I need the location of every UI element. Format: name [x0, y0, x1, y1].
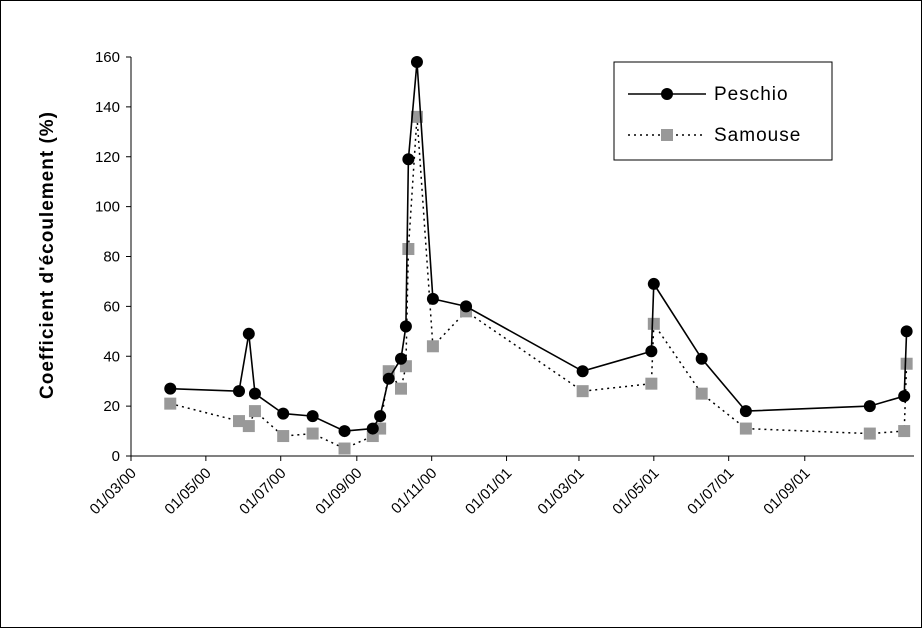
data-point-peschio	[248, 387, 261, 400]
data-point-samouse	[739, 422, 752, 435]
axes	[126, 56, 914, 461]
data-point-peschio	[645, 345, 658, 358]
data-point-peschio	[338, 425, 351, 438]
series	[164, 55, 913, 455]
y-tick-label: 0	[112, 448, 120, 465]
data-point-peschio	[647, 277, 660, 290]
data-point-samouse	[242, 420, 255, 433]
data-point-peschio	[898, 390, 911, 403]
y-tick-labels: 0 20 40 60 80 100 120 140 160	[95, 49, 120, 465]
data-point-peschio	[399, 320, 412, 333]
series-samouse	[164, 110, 913, 455]
x-tick-label: 01/11/00	[388, 465, 441, 518]
series-peschio	[164, 55, 913, 438]
data-point-samouse	[248, 405, 261, 418]
x-tick-label: 01/03/00	[87, 465, 140, 518]
data-point-samouse	[306, 427, 319, 440]
y-tick-label: 20	[103, 398, 120, 415]
y-tick-label: 40	[103, 348, 120, 365]
data-point-peschio	[395, 352, 407, 365]
x-tick-labels: 01/03/00 01/05/00 01/07/00 01/09/00 01/11/00…	[87, 465, 814, 518]
data-point-samouse	[898, 425, 911, 438]
x-tick-label: 01/03/01	[534, 465, 587, 518]
x-tick-label: 01/09/00	[312, 465, 365, 518]
x-tick-label: 01/05/01	[609, 465, 662, 518]
y-tick-label: 160	[95, 49, 120, 66]
data-point-samouse	[576, 385, 589, 398]
x-tick-label: 01/07/00	[236, 465, 289, 518]
y-tick-label: 60	[103, 298, 120, 315]
data-point-peschio	[306, 410, 319, 423]
data-point-peschio	[460, 300, 473, 313]
y-tick-label: 120	[95, 149, 120, 166]
data-point-samouse	[402, 243, 415, 256]
data-point-samouse	[233, 415, 245, 428]
x-tick-label: 01/07/01	[684, 465, 737, 518]
data-point-samouse	[645, 377, 658, 390]
legend-marker-samouse	[661, 129, 673, 141]
data-point-samouse	[338, 442, 351, 455]
data-point-peschio	[164, 382, 177, 395]
data-point-samouse	[695, 387, 708, 400]
legend-box	[613, 61, 833, 161]
data-point-peschio	[277, 407, 290, 420]
data-point-peschio	[900, 325, 913, 338]
y-tick-label: 100	[95, 199, 120, 216]
data-point-peschio	[410, 55, 423, 68]
data-point-peschio	[382, 372, 395, 385]
data-point-samouse	[863, 427, 876, 440]
data-point-peschio	[695, 352, 708, 365]
data-point-peschio	[374, 410, 387, 423]
data-point-peschio	[242, 327, 255, 340]
data-point-samouse	[900, 357, 913, 370]
data-point-samouse	[164, 397, 177, 410]
data-point-peschio	[366, 422, 379, 435]
data-point-peschio	[426, 292, 439, 305]
x-tick-label: 01/05/00	[161, 465, 214, 518]
y-axis-title: Coefficient d'écoulement (%)	[37, 111, 58, 399]
legend-label-peschio: Peschio	[714, 84, 789, 105]
data-point-samouse	[277, 430, 290, 443]
data-point-peschio	[863, 400, 876, 413]
data-point-samouse	[426, 340, 439, 353]
series-line-samouse	[170, 116, 908, 450]
data-point-peschio	[402, 153, 415, 166]
legend-label-samouse: Samouse	[714, 125, 801, 146]
data-point-peschio	[739, 405, 752, 418]
x-tick-label: 01/09/01	[760, 465, 813, 518]
data-point-samouse	[395, 382, 407, 395]
legend: Peschio Samouse	[613, 61, 833, 161]
data-point-peschio	[233, 385, 245, 398]
y-tick-label: 80	[103, 249, 120, 266]
data-point-peschio	[576, 365, 589, 378]
legend-marker-peschio	[661, 88, 673, 100]
y-tick-label: 140	[95, 99, 120, 116]
data-point-samouse	[647, 317, 660, 330]
x-tick-label: 01/01/01	[462, 465, 515, 518]
